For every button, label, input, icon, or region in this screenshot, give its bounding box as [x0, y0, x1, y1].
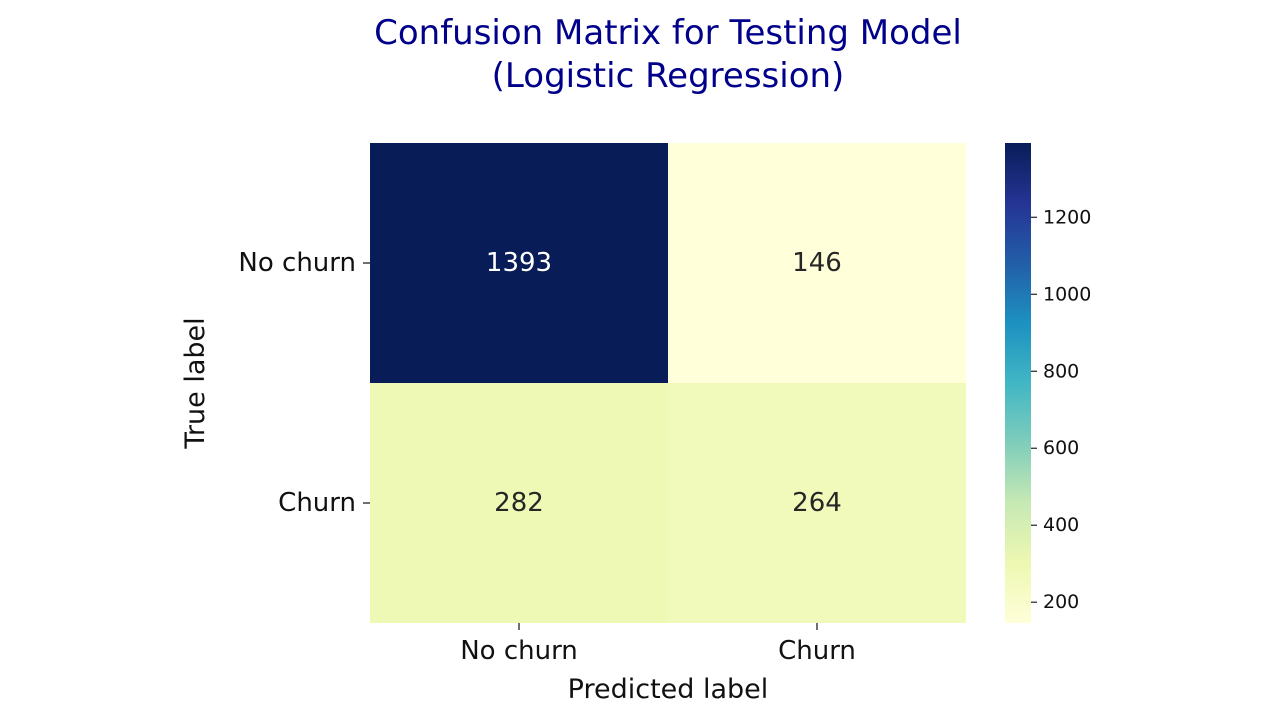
- chart-title-line-1: Confusion Matrix for Testing Model: [374, 13, 962, 53]
- colorbar-tick-label: 400: [1043, 514, 1079, 536]
- cell-value-label: 282: [494, 488, 544, 518]
- heatmap-cell: [668, 143, 966, 383]
- heatmap-cell: [370, 383, 668, 623]
- colorbar-tick-label: 1000: [1043, 283, 1091, 305]
- heatmap-cell: [668, 383, 966, 623]
- x-tick-label: No churn: [460, 636, 578, 666]
- x-tick-label: Churn: [778, 636, 856, 666]
- cell-value-label: 264: [792, 488, 842, 518]
- y-axis-label: True label: [180, 317, 211, 449]
- colorbar-gradient: [1005, 143, 1031, 623]
- axis-ticks: No churn Churn No churn Churn: [238, 248, 856, 666]
- colorbar-tick-label: 200: [1043, 591, 1079, 613]
- heatmap-cells: 1393 146 282 264: [370, 143, 966, 623]
- colorbar-tick-label: 1200: [1043, 206, 1091, 228]
- colorbar-tick-label: 800: [1043, 360, 1079, 382]
- colorbar-tick-label: 600: [1043, 437, 1079, 459]
- chart-title-line-2: (Logistic Regression): [492, 56, 845, 96]
- y-tick-label: Churn: [278, 488, 356, 518]
- heatmap-cell: [370, 143, 668, 383]
- y-tick-label: No churn: [238, 248, 356, 278]
- x-axis-label: Predicted label: [568, 674, 769, 705]
- cell-value-label: 1393: [486, 248, 552, 278]
- cell-value-label: 146: [792, 248, 842, 278]
- colorbar: 200 400 600 800 1000 1200: [1005, 143, 1091, 623]
